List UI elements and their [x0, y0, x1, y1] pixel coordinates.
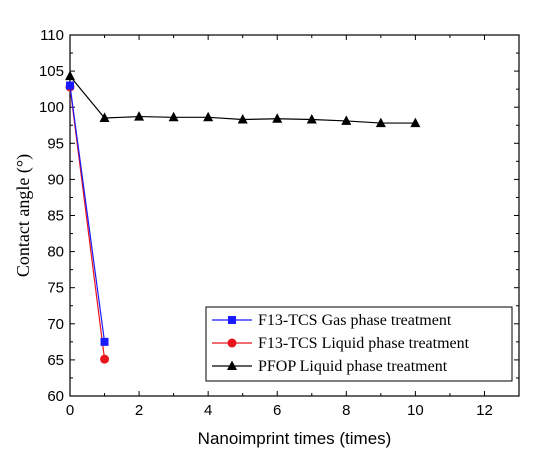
- y-tick-label: 65: [47, 352, 64, 369]
- legend-swatch-marker: [228, 316, 236, 324]
- y-tick-label: 80: [47, 244, 64, 261]
- legend-swatch-marker: [227, 360, 237, 370]
- x-tick-label: 2: [135, 402, 143, 419]
- y-tick-label: 100: [39, 99, 64, 116]
- data-point: [99, 112, 110, 123]
- data-point: [65, 70, 75, 81]
- y-tick-label: 60: [47, 388, 64, 405]
- y-axis-title: Contact angle (°): [13, 154, 34, 277]
- legend: F13-TCS Gas phase treatment F13-TCS Liqui…: [205, 306, 513, 382]
- legend-label: F13-TCS Gas phase treatment: [258, 312, 452, 329]
- x-tick-label: 6: [273, 402, 281, 419]
- data-point: [237, 113, 248, 124]
- y-tick-label: 85: [47, 208, 64, 225]
- data-point: [168, 111, 179, 122]
- series-3: [65, 70, 421, 128]
- data-point: [66, 81, 74, 90]
- data-point: [272, 113, 283, 123]
- y-tick-label: 105: [39, 63, 64, 80]
- data-point: [375, 117, 386, 128]
- y-tick-label: 110: [40, 27, 64, 44]
- legend-entry: F13-TCS Liquid phase treatment: [212, 335, 470, 352]
- x-tick-label: 0: [66, 402, 74, 419]
- data-series: [65, 70, 421, 364]
- x-tick-label: 10: [407, 402, 424, 419]
- data-point: [134, 111, 145, 121]
- series-2: [65, 82, 110, 364]
- data-point: [306, 113, 317, 124]
- data-point: [100, 354, 110, 364]
- y-tick-label: 70: [47, 316, 64, 333]
- legend-entry: PFOP Liquid phase treatment: [212, 358, 448, 375]
- legend-box: [205, 306, 513, 382]
- series-line: [69, 85, 106, 342]
- data-point: [410, 117, 421, 128]
- x-tick-label: 4: [204, 402, 212, 419]
- y-tick-label: 95: [47, 135, 64, 152]
- x-tick-label: 8: [342, 402, 350, 419]
- legend-entry: F13-TCS Gas phase treatment: [212, 312, 452, 329]
- series-1: [66, 81, 109, 346]
- y-tick-label: 90: [47, 171, 64, 188]
- legend-label: F13-TCS Liquid phase treatment: [258, 335, 470, 352]
- data-point: [203, 111, 214, 122]
- legend-label: PFOP Liquid phase treatment: [258, 358, 448, 375]
- data-point: [100, 337, 109, 346]
- x-tick-label: 12: [476, 402, 493, 419]
- y-tick-label: 75: [47, 280, 64, 297]
- plot-axes: 0 2 4 6 8 10 12 60 65 70 75 80 85 90 95 100 105 110: [39, 27, 520, 419]
- legend-swatch-marker: [227, 338, 237, 348]
- x-axis-title: Nanoimprint times (times): [198, 429, 392, 448]
- data-point: [341, 115, 352, 125]
